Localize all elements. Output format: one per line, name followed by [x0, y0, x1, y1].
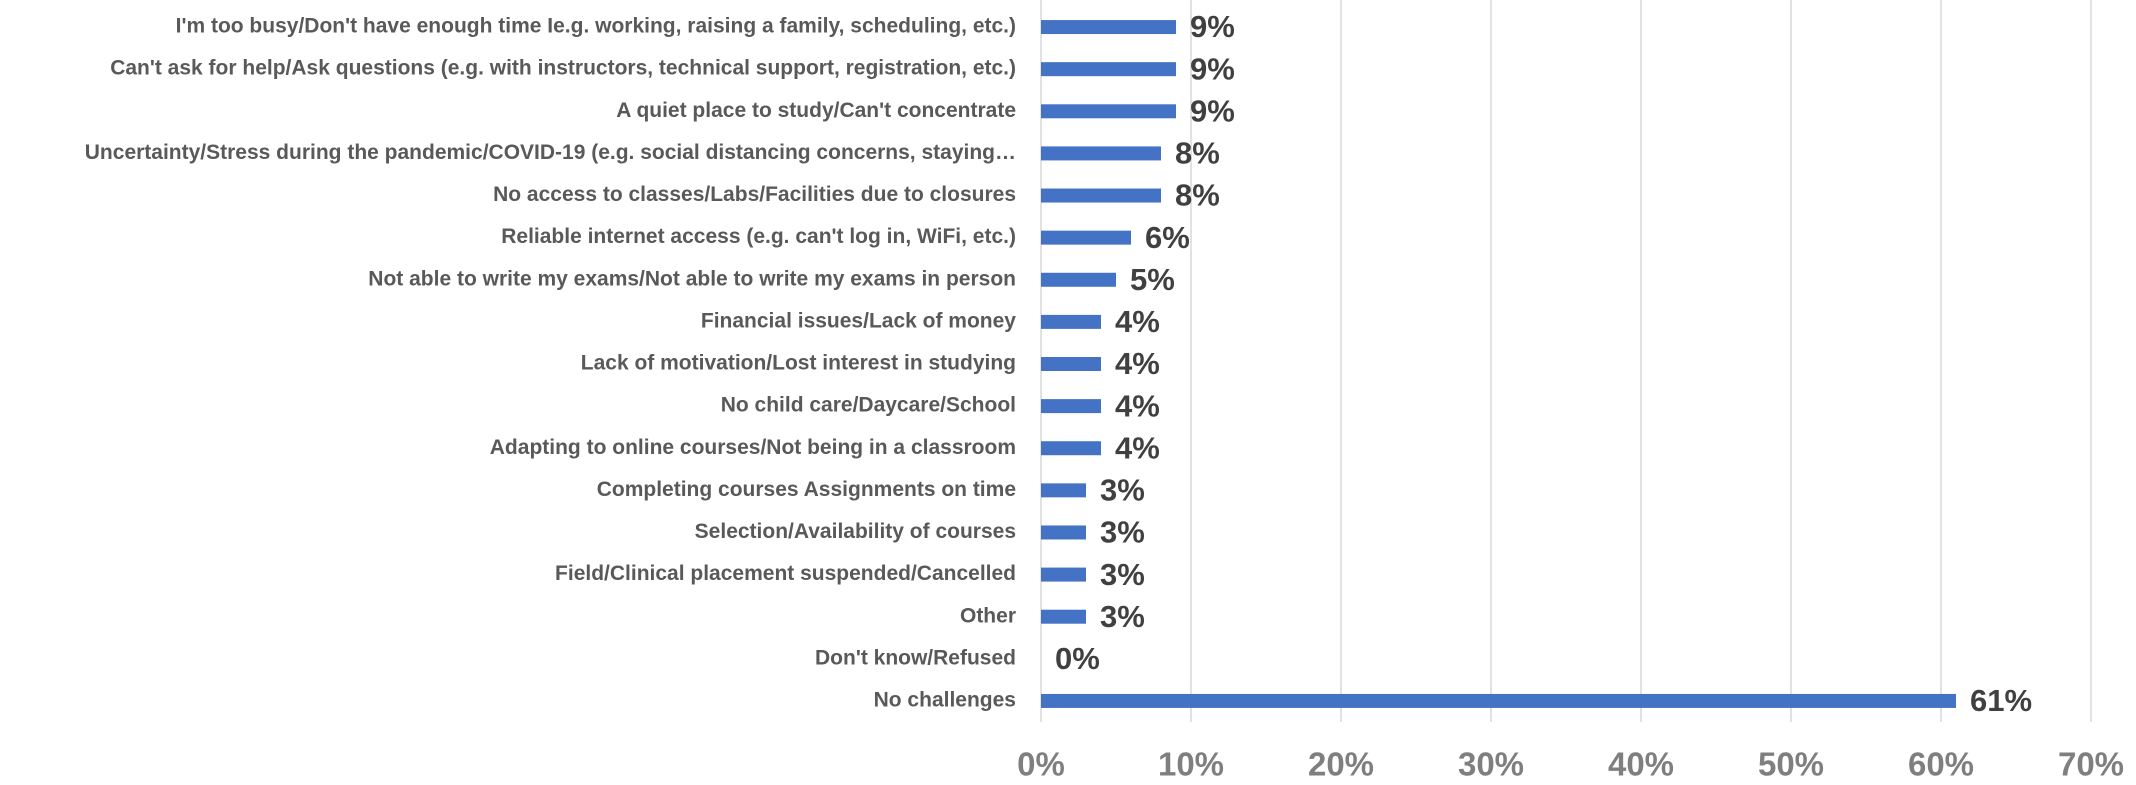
x-tick-label: 70% [2058, 746, 2124, 783]
category-label: Reliable internet access (e.g. can't log… [501, 225, 1016, 248]
category-label: No access to classes/Labs/Facilities due… [493, 183, 1016, 206]
x-tick-label: 60% [1908, 746, 1974, 783]
value-label: 3% [1100, 599, 1145, 634]
value-label: 4% [1115, 430, 1160, 465]
bar [1041, 104, 1176, 119]
category-label: Field/Clinical placement suspended/Cance… [555, 562, 1016, 585]
bar [1041, 693, 1956, 708]
category-label: Don't know/Refused [815, 646, 1016, 669]
value-label: 3% [1100, 557, 1145, 592]
bar [1041, 357, 1101, 371]
value-label: 3% [1100, 515, 1145, 550]
x-tick-label: 40% [1608, 746, 1674, 783]
category-label: Completing courses Assignments on time [597, 478, 1016, 501]
value-label: 6% [1145, 220, 1190, 255]
bar [1041, 399, 1101, 414]
value-label: 8% [1175, 178, 1220, 213]
value-label: 9% [1190, 93, 1235, 128]
value-label: 4% [1115, 388, 1160, 423]
bar [1041, 609, 1086, 624]
category-label: Not able to write my exams/Not able to w… [368, 267, 1016, 290]
value-label: 4% [1115, 346, 1160, 381]
bar [1041, 272, 1116, 287]
value-label: 61% [1970, 683, 2032, 718]
category-label: I'm too busy/Don't have enough time Ie.g… [176, 15, 1016, 38]
x-tick-label: 20% [1308, 746, 1374, 783]
bar [1041, 441, 1101, 456]
value-label: 9% [1190, 9, 1235, 44]
category-label: Uncertainty/Stress during the pandemic/C… [85, 141, 1016, 164]
bar [1041, 525, 1086, 540]
x-tick-label: 30% [1458, 746, 1524, 783]
category-label: Adapting to online courses/Not being in … [490, 436, 1016, 459]
category-label: Other [960, 604, 1016, 627]
value-label: 8% [1175, 136, 1220, 171]
bar [1041, 146, 1161, 161]
value-label: 5% [1130, 262, 1175, 297]
category-label: Can't ask for help/Ask questions (e.g. w… [110, 57, 1016, 80]
x-tick-label: 50% [1758, 746, 1824, 783]
bar [1041, 314, 1101, 329]
bar [1041, 20, 1176, 35]
bar [1041, 483, 1086, 498]
bar [1041, 188, 1161, 203]
bar [1041, 567, 1086, 582]
category-label: Lack of motivation/Lost interest in stud… [581, 352, 1016, 375]
bar [1041, 62, 1176, 77]
x-tick-label: 10% [1158, 746, 1224, 783]
category-label: Financial issues/Lack of money [701, 309, 1016, 332]
value-label: 9% [1190, 51, 1235, 86]
value-label: 3% [1100, 473, 1145, 508]
x-tick-label: 0% [1017, 746, 1065, 783]
category-label: Selection/Availability of courses [695, 520, 1016, 543]
category-label: No child care/Daycare/School [721, 394, 1016, 417]
value-label: 4% [1115, 304, 1160, 339]
value-label: 0% [1055, 641, 1100, 676]
bar [1041, 230, 1131, 245]
category-label: No challenges [874, 688, 1016, 711]
category-label: A quiet place to study/Can't concentrate [616, 99, 1016, 122]
